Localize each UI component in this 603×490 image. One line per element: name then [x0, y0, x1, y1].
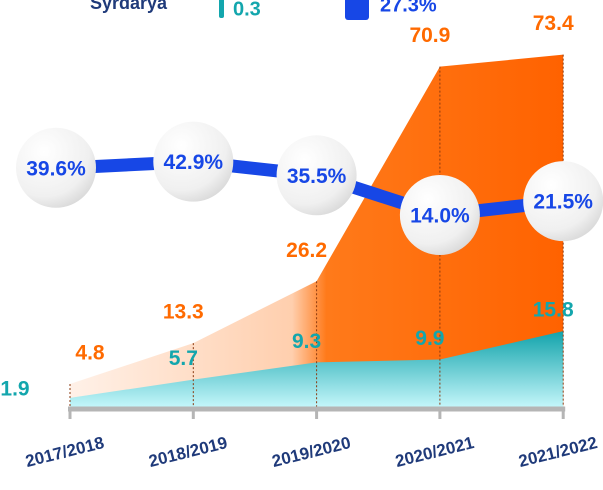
value-label: 26.2 [286, 239, 327, 262]
value-label: 73.4 [533, 12, 574, 35]
value-label: 14.0% [410, 205, 470, 228]
value-label: 21.5% [533, 191, 593, 214]
legend-icon [345, 0, 369, 20]
marker [16, 127, 96, 208]
legend-value: 27.3% [380, 0, 437, 16]
value-label: 1.9 [0, 377, 29, 400]
value-label: 39.6% [26, 157, 86, 180]
legend-icon [219, 0, 224, 18]
marker [276, 135, 357, 216]
value-label: 4.8 [75, 342, 105, 365]
value-label: 9.3 [292, 330, 321, 353]
x-tick-label: 2017/2018 [23, 433, 106, 471]
marker [153, 121, 234, 202]
x-tick-label: 2021/2022 [517, 433, 600, 471]
x-tick-label: 2019/2020 [270, 433, 353, 471]
x-tick-label: 2018/2019 [147, 433, 230, 471]
marker [399, 175, 480, 255]
value-label: 13.3 [163, 301, 204, 324]
value-label: 5.7 [169, 347, 198, 370]
x-tick-label: 2020/2021 [393, 433, 476, 471]
value-label: 15.8 [533, 299, 574, 322]
value-label: 70.9 [409, 24, 450, 47]
value-label: 35.5% [287, 165, 347, 188]
value-label: 42.9% [164, 151, 224, 174]
marker [523, 161, 603, 242]
legend-value: 0.3 [233, 0, 261, 20]
legend-label: Syrdarya [90, 0, 168, 13]
value-label: 9.9 [415, 327, 444, 350]
